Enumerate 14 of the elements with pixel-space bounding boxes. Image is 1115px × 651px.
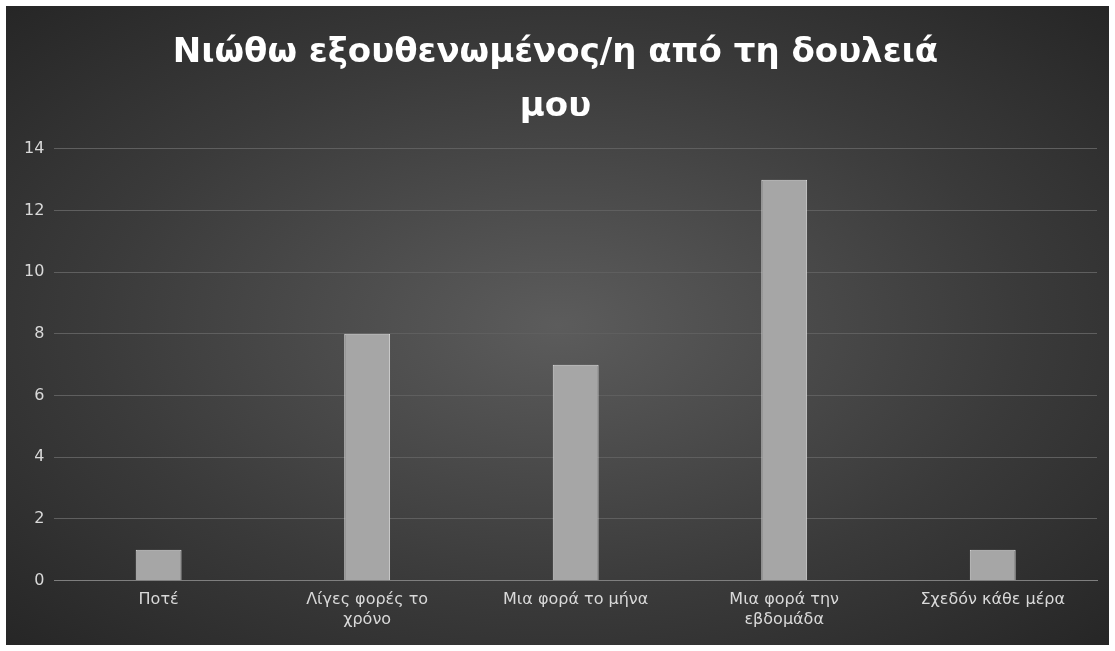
x-tick-label: Μια φορά την εβδομάδα	[729, 589, 840, 628]
y-tick-label: 6	[34, 384, 45, 404]
y-tick-label: 2	[34, 508, 45, 528]
chart-title: Νιώθω εξουθενωμένος/η από τη δουλειά μου	[172, 30, 939, 125]
y-tick-label: 0	[34, 569, 45, 589]
y-tick-label: 12	[24, 199, 45, 219]
y-tick-label: 14	[24, 137, 45, 157]
x-tick-label: Ποτέ	[138, 589, 179, 609]
y-tick-label: 10	[24, 261, 45, 281]
x-tick-label: Μια φορά το μήνα	[503, 589, 649, 609]
y-tick-label: 4	[34, 446, 45, 466]
y-tick-label: 8	[34, 323, 45, 343]
x-tick-label: Λίγες φορές το χρόνο	[306, 589, 429, 628]
x-tick-label: Σχεδόν κάθε μέρα	[920, 589, 1066, 609]
